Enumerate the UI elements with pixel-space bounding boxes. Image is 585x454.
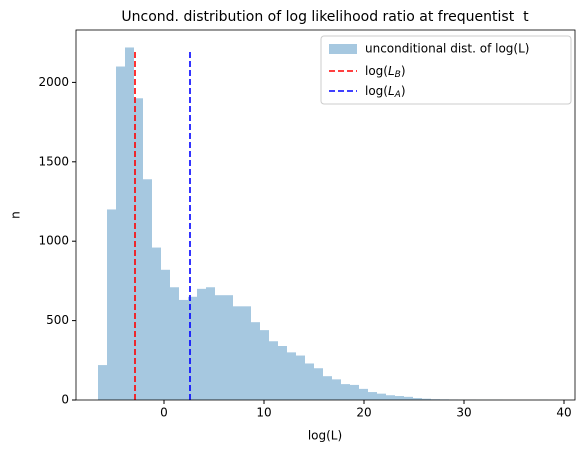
- bar: [332, 379, 341, 400]
- bar: [98, 365, 107, 400]
- legend-text: log(: [365, 64, 388, 78]
- bar: [296, 355, 305, 400]
- chart-title: Uncond. distribution of log likelihood r…: [121, 9, 529, 25]
- bar: [188, 296, 197, 400]
- y-axis-label: n: [9, 211, 23, 219]
- y-tick-label: 2000: [38, 75, 69, 89]
- legend-text: ): [401, 64, 406, 78]
- legend-subscript: A: [394, 90, 401, 100]
- legend-box: [320, 35, 572, 105]
- bar: [197, 288, 206, 400]
- bar: [287, 352, 296, 400]
- bar: [170, 287, 179, 400]
- bar: [260, 330, 269, 400]
- x-tick-label: 40: [556, 406, 571, 420]
- y-tick-label: 500: [46, 313, 69, 327]
- bar: [134, 98, 143, 400]
- bar: [116, 66, 125, 400]
- bar: [269, 341, 278, 400]
- plot-frame: [75, 29, 576, 401]
- bar: [377, 393, 386, 400]
- legend-text: log(: [365, 84, 388, 98]
- bar: [323, 376, 332, 400]
- bar: [143, 179, 152, 400]
- bar: [242, 306, 251, 400]
- bar: [107, 209, 116, 400]
- legend-label: log(LA): [365, 84, 406, 100]
- bar: [125, 47, 134, 401]
- x-tick-label: 20: [356, 406, 371, 420]
- bar: [368, 392, 377, 400]
- legend-subscript: B: [395, 70, 401, 80]
- x-tick-label: 10: [256, 406, 271, 420]
- y-tick-label: 1500: [38, 154, 69, 168]
- legend-text: L: [388, 84, 395, 98]
- bar: [413, 398, 422, 400]
- bar: [152, 247, 161, 400]
- bar: [359, 388, 368, 400]
- bar: [395, 396, 404, 400]
- bar: [179, 299, 188, 400]
- bar: [386, 395, 395, 400]
- legend-text: ): [401, 84, 406, 98]
- bar: [341, 384, 350, 400]
- legend-swatch: [329, 44, 357, 54]
- legend-label: log(LB): [365, 64, 406, 80]
- x-tick-label: 30: [456, 406, 471, 420]
- bar: [350, 384, 359, 400]
- bar: [404, 396, 413, 400]
- x-axis-label: log(L): [308, 429, 342, 443]
- bar: [305, 363, 314, 400]
- x-tick-label: 0: [160, 406, 168, 420]
- y-tick-label: 0: [61, 393, 69, 407]
- bar: [314, 368, 323, 400]
- bar: [161, 269, 170, 400]
- bar: [233, 306, 242, 400]
- y-tick-label: 1000: [38, 234, 69, 248]
- legend-text: L: [388, 64, 395, 78]
- bar: [206, 287, 215, 400]
- bar: [422, 398, 431, 400]
- bar: [251, 322, 260, 400]
- bar: [224, 295, 233, 400]
- bar: [215, 295, 224, 400]
- legend-label: unconditional dist. of log(L): [365, 42, 529, 56]
- bar: [278, 346, 287, 400]
